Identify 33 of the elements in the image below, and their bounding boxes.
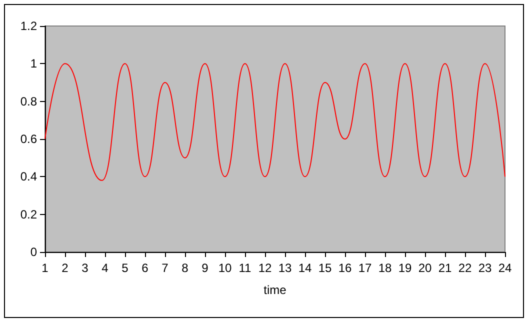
y-tick-label: 0 [30,245,38,259]
x-tick-label: 11 [238,261,252,275]
x-tick-label: 10 [218,261,232,275]
y-tick-label: 0.8 [20,94,38,108]
x-tick-label: 14 [298,261,312,275]
x-tick-label: 7 [162,261,169,275]
x-tick-label: 21 [438,261,452,275]
x-tick-label: 22 [458,261,472,275]
y-tick-label: 0.4 [20,170,38,184]
x-tick-label: 23 [478,261,492,275]
y-tick-label: 1.2 [20,19,38,33]
x-tick-label: 4 [102,261,109,275]
x-tick-label: 5 [122,261,129,275]
x-tick-label: 17 [358,261,372,275]
y-tick-label: 0.6 [20,132,38,146]
x-tick-label: 24 [498,261,512,275]
x-axis-title: time [264,283,287,297]
x-tick-label: 9 [202,261,209,275]
x-tick-label: 12 [258,261,272,275]
x-tick-label: 8 [182,261,189,275]
y-tick-label: 1 [30,56,38,71]
x-tick-label: 6 [142,261,149,275]
x-tick-label: 18 [378,261,392,275]
y-tick-label: 0.2 [20,207,38,222]
x-tick-label: 3 [82,261,89,275]
x-tick-label: 15 [318,261,332,275]
x-tick-label: 1 [42,261,49,275]
x-tick-label: 2 [62,261,69,275]
x-tick-label: 16 [338,261,352,275]
x-tick-label: 13 [278,261,292,275]
line-series [44,63,506,181]
x-tick-label: 19 [398,261,412,275]
x-tick-label: 20 [418,261,432,275]
